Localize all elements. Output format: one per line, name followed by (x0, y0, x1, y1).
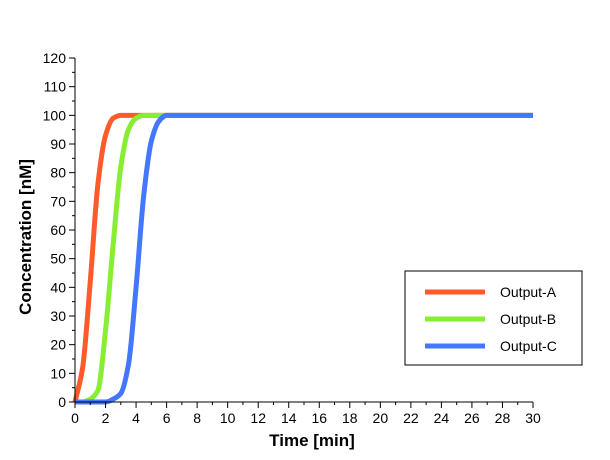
y-tick-label: 70 (50, 193, 66, 209)
y-tick-label: 0 (58, 394, 66, 410)
y-tick-label: 120 (43, 50, 67, 66)
y-tick-label: 80 (50, 165, 66, 181)
x-tick-label: 28 (495, 410, 511, 426)
y-tick-label: 20 (50, 337, 66, 353)
x-tick-label: 22 (403, 410, 419, 426)
x-tick-label: 0 (71, 410, 79, 426)
x-tick-label: 20 (373, 410, 389, 426)
x-tick-label: 10 (220, 410, 236, 426)
y-tick-label: 40 (50, 279, 66, 295)
y-tick-label: 60 (50, 222, 66, 238)
x-tick-label: 8 (193, 410, 201, 426)
x-tick-label: 16 (311, 410, 327, 426)
y-tick-label: 30 (50, 308, 66, 324)
y-tick-label: 50 (50, 251, 66, 267)
x-tick-label: 30 (525, 410, 541, 426)
axes-layer: 0 2 4 6 8 10 12 14 16 18 20 22 24 26 28 300102030405060… (16, 50, 541, 450)
legend-label-output-b: Output-B (500, 311, 556, 327)
x-tick-label: 24 (434, 410, 450, 426)
x-axis-title: Time [min] (269, 431, 355, 450)
legend: Output-A Output-B Output-C (404, 270, 583, 366)
x-tick-label: 18 (342, 410, 358, 426)
y-tick-label: 90 (50, 136, 66, 152)
x-tick-label: 26 (464, 410, 480, 426)
y-tick-label: 110 (44, 79, 67, 95)
x-tick-label: 6 (163, 410, 171, 426)
x-tick-label: 14 (281, 410, 297, 426)
legend-label-output-a: Output-A (500, 284, 557, 300)
x-tick-label: 2 (102, 410, 110, 426)
legend-label-output-c: Output-C (500, 338, 557, 354)
y-tick-label: 100 (43, 107, 67, 123)
y-axis-title: Concentration [nM] (16, 159, 35, 315)
x-tick-label: 12 (250, 410, 266, 426)
x-tick-label: 4 (132, 410, 140, 426)
y-tick-label: 10 (50, 365, 66, 381)
